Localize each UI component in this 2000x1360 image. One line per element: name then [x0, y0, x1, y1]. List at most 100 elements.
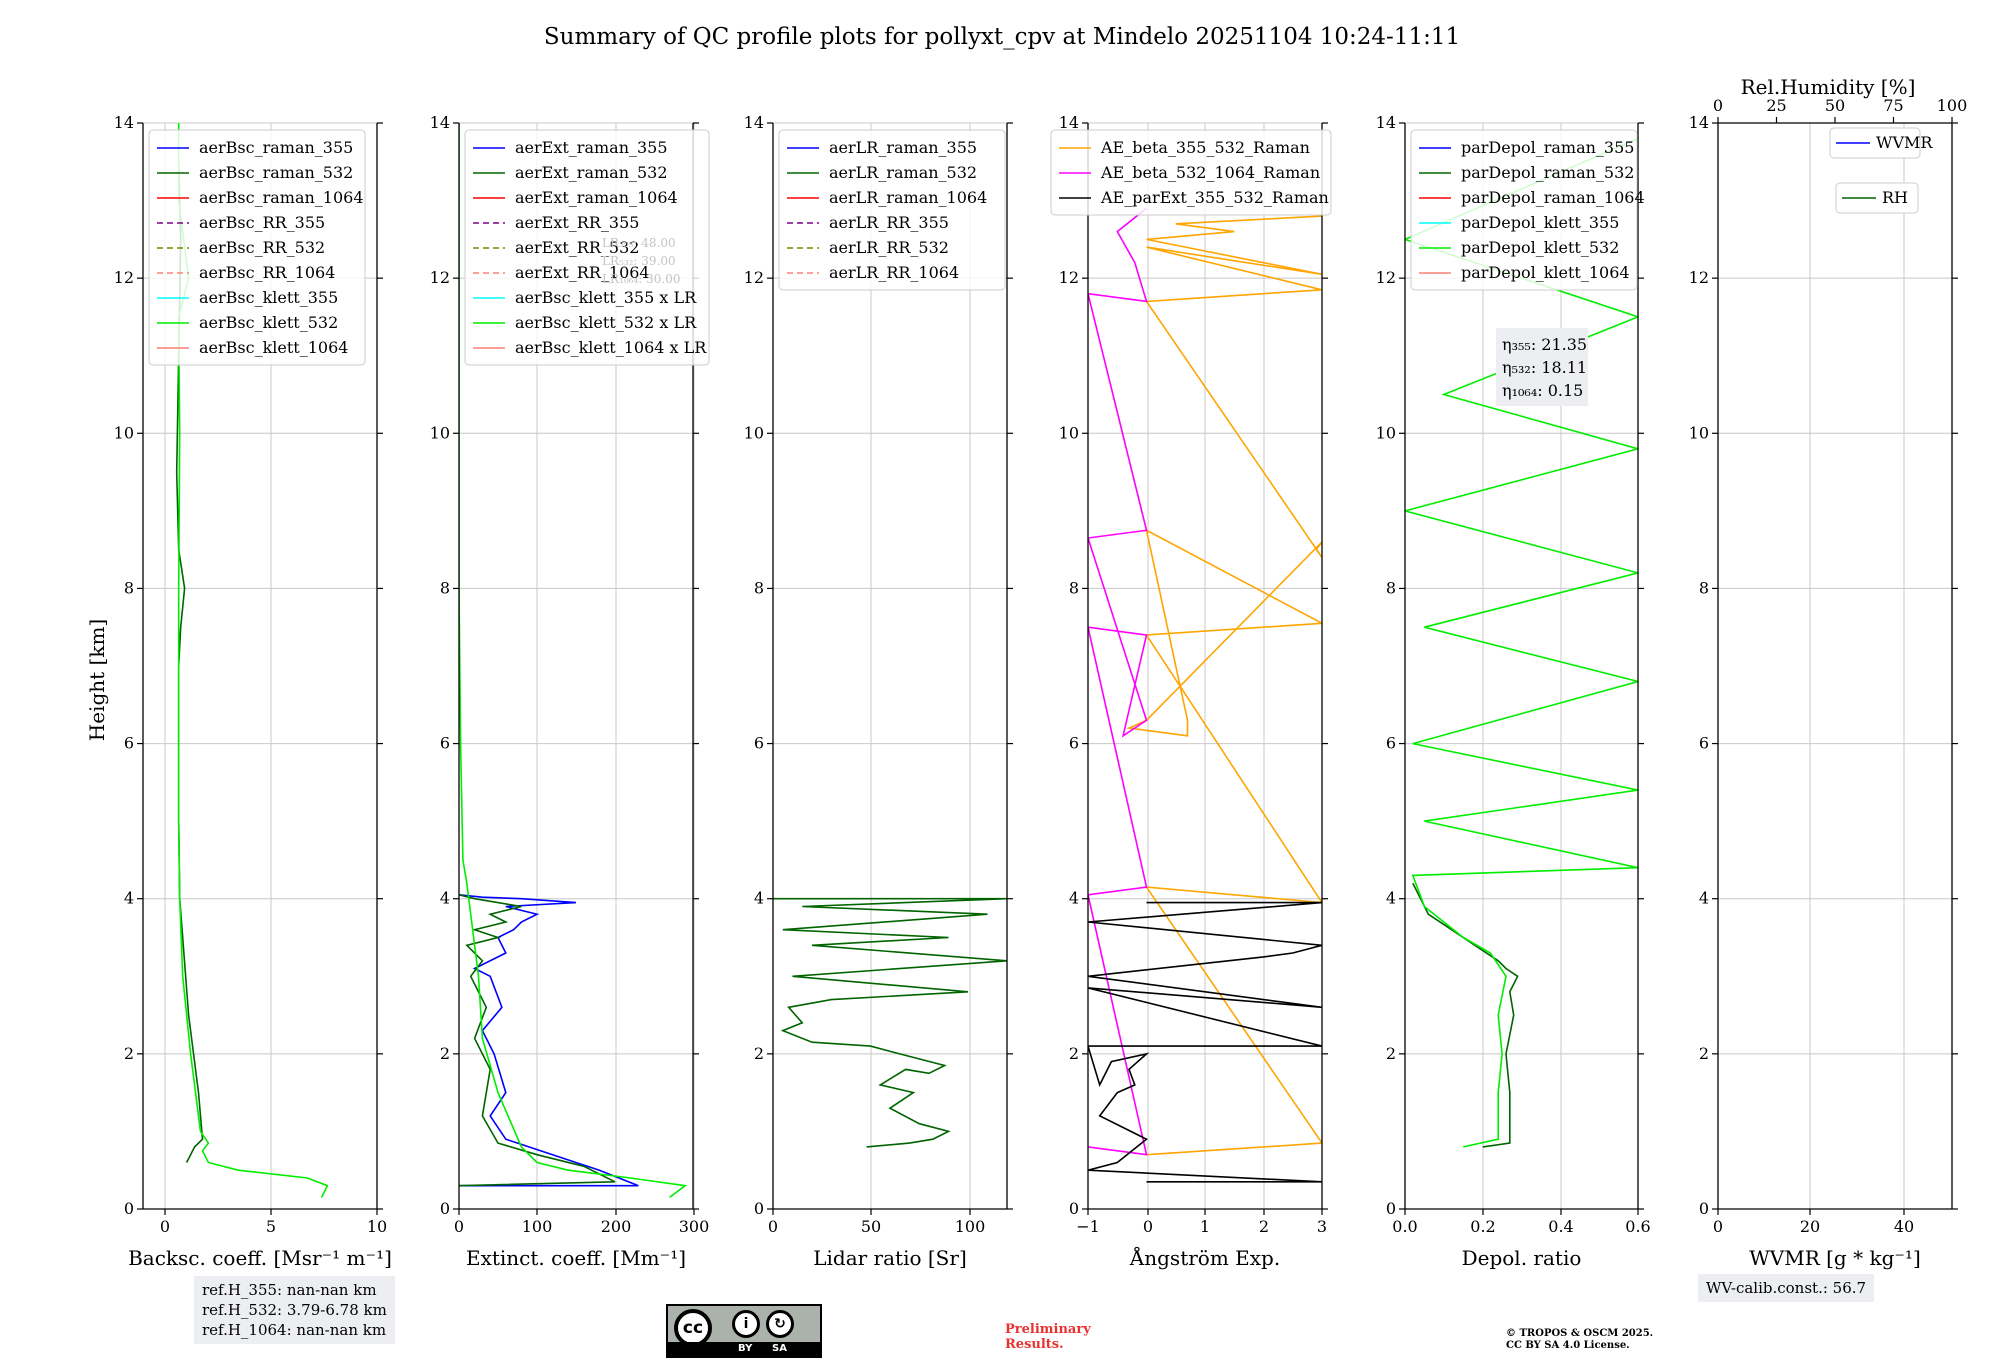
legend-label-aerBsc_klett_355 x LR: aerBsc_klett_355 x LR — [515, 288, 697, 307]
rh-top-tick-label: 50 — [1825, 96, 1845, 115]
dep-legend-box — [1410, 129, 1638, 291]
badge-by-label: BY — [738, 1343, 753, 1354]
lr-ytick-label: 6 — [754, 734, 764, 753]
bsc-ytick-label: 8 — [124, 578, 134, 597]
ext-xtick-label: 300 — [679, 1217, 710, 1236]
eta-value: η₁₀₆₄: 0.15 — [1502, 381, 1583, 400]
dep-ytick-label: 8 — [1386, 578, 1396, 597]
lr-ytick-label: 0 — [754, 1199, 764, 1218]
lr-ytick-label: 12 — [744, 268, 764, 287]
lr-ytick-label: 10 — [744, 423, 764, 442]
dep-xtick-label: 0.4 — [1548, 1217, 1573, 1236]
series-parDepol_klett_532 — [1405, 137, 1638, 1148]
legend-label-aerBsc_RR_532: aerBsc_RR_532 — [199, 238, 325, 257]
bsc-ytick-label: 4 — [124, 889, 134, 908]
ext-legend-box — [464, 129, 710, 366]
dep-ytick-label: 10 — [1376, 423, 1396, 442]
legend-label-AE_beta_355_532_Raman: AE_beta_355_532_Raman — [1100, 138, 1310, 157]
ext-xtick-label: 0 — [454, 1217, 464, 1236]
dep-xtick-label: 0.0 — [1392, 1217, 1417, 1236]
wv-ytick-label: 6 — [1699, 734, 1709, 753]
ae-ytick-label: 2 — [1069, 1044, 1079, 1063]
wv-top-axis-label: Rel.Humidity [%] — [1741, 75, 1916, 99]
dep-xtick-label: 0.6 — [1625, 1217, 1650, 1236]
ext-x-axis-label: Extinct. coeff. [Mm⁻¹] — [466, 1246, 686, 1270]
legend-label-aerExt_raman_355: aerExt_raman_355 — [515, 138, 668, 157]
legend-label-AE_parExt_355_532_Raman: AE_parExt_355_532_Raman — [1100, 188, 1329, 207]
legend-label-aerExt_RR_1064: aerExt_RR_1064 — [515, 263, 650, 282]
legend-label-aerBsc_klett_1064: aerBsc_klett_1064 — [199, 338, 348, 357]
ext-xtick-label: 100 — [522, 1217, 553, 1236]
ref-height-355: ref.H_355: nan-nan km — [202, 1281, 377, 1299]
bsc-ytick-label: 14 — [114, 113, 134, 132]
legend-label-parDepol_klett_1064: parDepol_klett_1064 — [1461, 263, 1630, 282]
series-AE_beta_532_1064_Raman — [1088, 207, 1148, 1156]
legend-label-aerBsc_klett_1064 x LR: aerBsc_klett_1064 x LR — [515, 338, 707, 357]
cc-logo-icon: cc — [674, 1309, 712, 1347]
bsc-ytick-label: 6 — [124, 734, 134, 753]
bsc-ytick-label: 12 — [114, 268, 134, 287]
legend-label-aerBsc_klett_532 x LR: aerBsc_klett_532 x LR — [515, 313, 697, 332]
wv-x-axis-label: WVMR [g * kg⁻¹] — [1749, 1246, 1921, 1270]
ae-series-group — [1088, 207, 1322, 1183]
eta-value: η₅₃₂: 18.11 — [1502, 358, 1587, 377]
wv-xtick-label: 40 — [1894, 1217, 1914, 1236]
dep-xtick-label: 0.2 — [1470, 1217, 1495, 1236]
ref-height-1064: ref.H_1064: nan-nan km — [202, 1321, 387, 1339]
lr-ytick-label: 14 — [744, 113, 764, 132]
dep-series-group — [1405, 137, 1638, 1148]
dep-ytick-label: 4 — [1386, 889, 1396, 908]
panel-lr: 0 2 4 6 8 10 12 14 0 50 100 Lidar ratio [Sr] aerLR_r… — [744, 113, 1013, 1270]
dep-x-axis-label: Depol. ratio — [1462, 1246, 1582, 1270]
ext-ytick-label: 14 — [430, 113, 450, 132]
legend-label-aerLR_RR_532: aerLR_RR_532 — [829, 238, 949, 257]
bsc-ytick-label: 2 — [124, 1044, 134, 1063]
rh-top-tick-label: 0 — [1713, 96, 1723, 115]
rh-top-tick-label: 25 — [1766, 96, 1786, 115]
ae-ytick-label: 6 — [1069, 734, 1079, 753]
ext-ytick-label: 6 — [440, 734, 450, 753]
lr-ytick-label: 4 — [754, 889, 764, 908]
eta-box — [1496, 328, 1588, 406]
rh-top-tick-label: 75 — [1883, 96, 1903, 115]
legend-label-aerExt_raman_1064: aerExt_raman_1064 — [515, 188, 678, 207]
ext-ytick-label: 8 — [440, 578, 450, 597]
legend-label-WVMR: WVMR — [1876, 133, 1933, 152]
ext-xtick-label: 200 — [601, 1217, 632, 1236]
legend-label-aerLR_raman_532: aerLR_raman_532 — [829, 163, 977, 182]
wv-ytick-label: 12 — [1689, 268, 1709, 287]
ref-heights-box: ref.H_355: nan-nan km ref.H_532: 3.79-6.… — [194, 1276, 395, 1344]
lr-legend-box — [778, 129, 1006, 291]
dep-ytick-label: 14 — [1376, 113, 1396, 132]
wv-calib-text: WV-calib.const.: 56.7 — [1706, 1279, 1867, 1297]
legend-label-aerBsc_klett_355: aerBsc_klett_355 — [199, 288, 338, 307]
legend-label-aerBsc_klett_532: aerBsc_klett_532 — [199, 313, 338, 332]
legend-label-parDepol_klett_532: parDepol_klett_532 — [1461, 238, 1619, 257]
figure-title: Summary of QC profile plots for pollyxt_… — [544, 24, 1460, 50]
bsc-ytick-label: 0 — [124, 1199, 134, 1218]
legend-label-aerExt_RR_355: aerExt_RR_355 — [515, 213, 639, 232]
legend-label-aerBsc_RR_1064: aerBsc_RR_1064 — [199, 263, 335, 282]
dep-ytick-label: 12 — [1376, 268, 1396, 287]
ae-ytick-label: 10 — [1059, 423, 1079, 442]
lr-note: LR₁₀₆₄: 30.00 — [602, 272, 680, 286]
legend-box-RH — [1835, 182, 1919, 214]
eta-value: η₃₅₅: 21.35 — [1502, 335, 1587, 354]
wv-xtick-label: 20 — [1800, 1217, 1820, 1236]
copyright-note: © TROPOS & OSCM 2025. CC BY SA 4.0 Licen… — [1506, 1328, 1654, 1351]
series-aerExt_raman_532 — [459, 894, 616, 1187]
series-aerExt_raman_355 — [459, 894, 639, 1187]
lr-xtick-label: 100 — [955, 1217, 986, 1236]
wv-ytick-label: 4 — [1699, 889, 1709, 908]
legend-label-parDepol_klett_355: parDepol_klett_355 — [1461, 213, 1619, 232]
ae-legend-box — [1050, 129, 1332, 216]
by-person-icon: i — [732, 1310, 760, 1338]
ext-ytick-label: 0 — [440, 1199, 450, 1218]
ae-ytick-label: 8 — [1069, 578, 1079, 597]
legend-label-AE_beta_532_1064_Raman: AE_beta_532_1064_Raman — [1100, 163, 1320, 182]
legend-label-aerLR_RR_355: aerLR_RR_355 — [829, 213, 949, 232]
wv-calib-box: WV-calib.const.: 56.7 — [1698, 1274, 1875, 1302]
legend-label-parDepol_raman_355: parDepol_raman_355 — [1461, 138, 1634, 157]
ext-ytick-label: 10 — [430, 423, 450, 442]
